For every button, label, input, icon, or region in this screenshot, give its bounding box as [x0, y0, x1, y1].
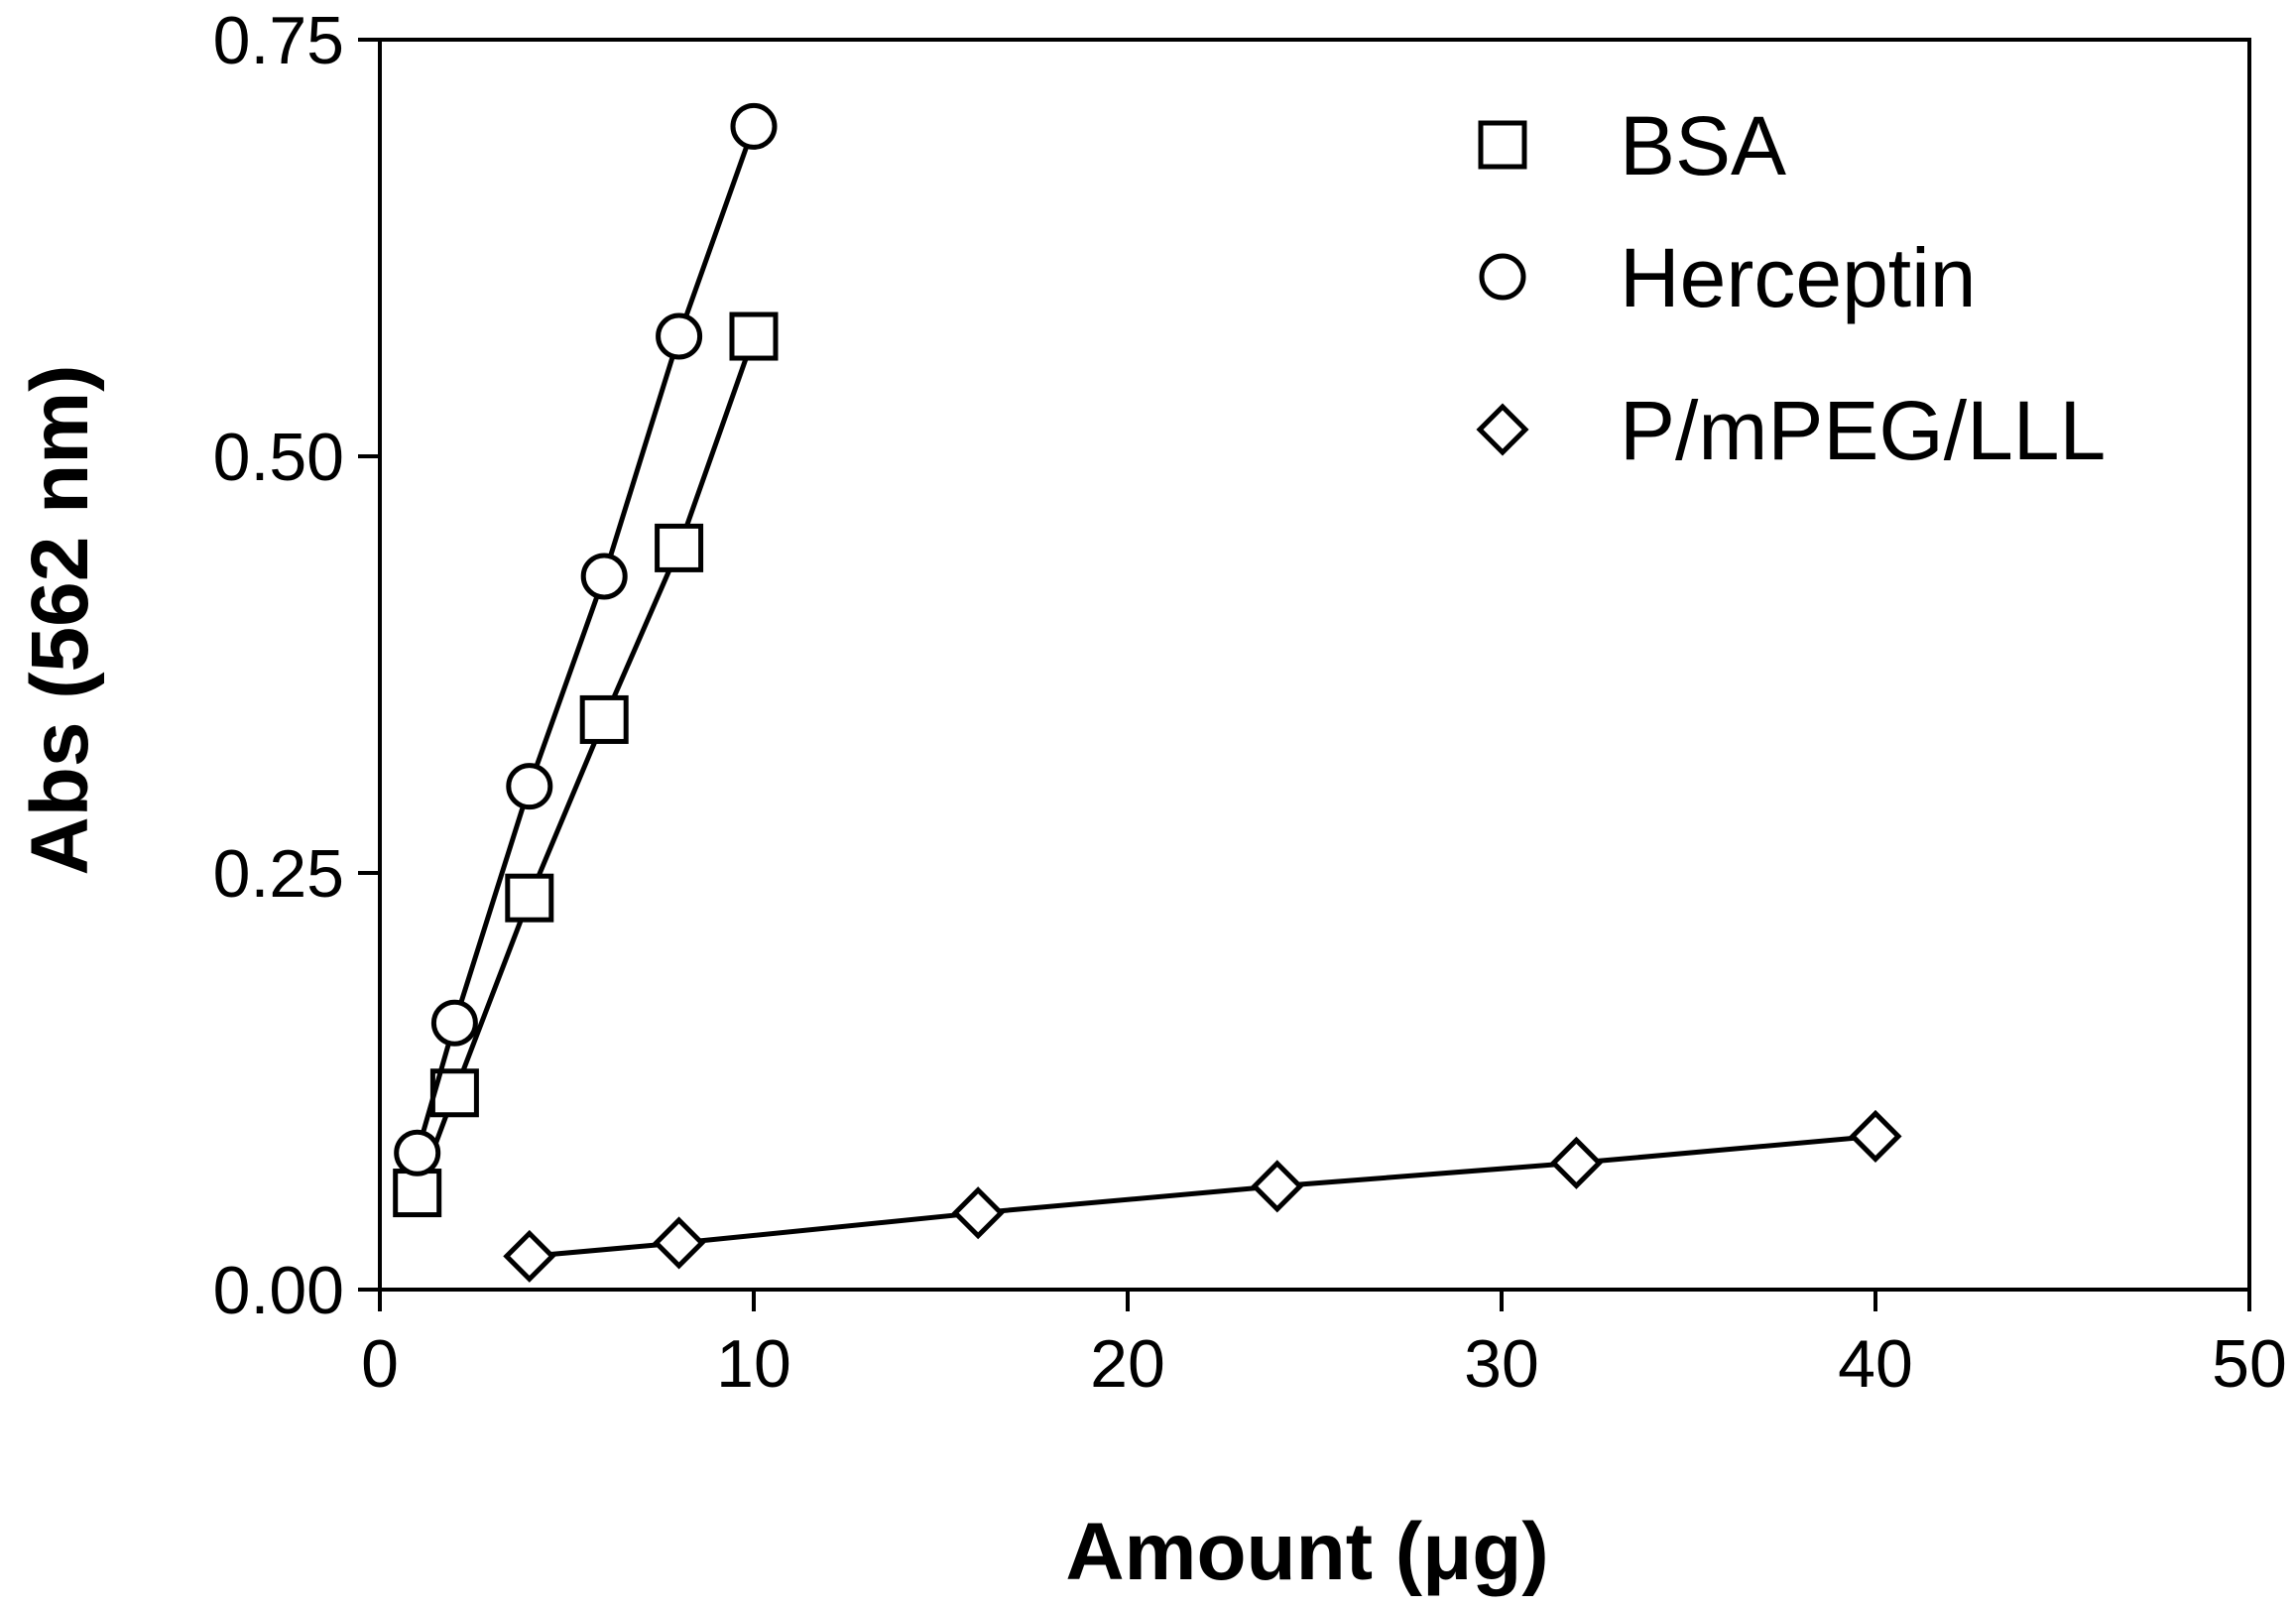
circle-point — [506, 763, 553, 810]
series-herceptin — [394, 102, 778, 1176]
square-point — [655, 523, 704, 572]
x-tick-label: 50 — [2212, 1326, 2287, 1402]
legend-label: P/mPEG/LLL — [1620, 384, 2106, 477]
x-tick-label: 20 — [1090, 1326, 1165, 1402]
axis-ticks: 0 10 20 30 40 50 0.00 0.25 0.50 0.75 — [213, 3, 2287, 1402]
legend-circle-marker — [1479, 253, 1526, 301]
series-line — [415, 125, 757, 1154]
x-tick-label: 30 — [1464, 1326, 1539, 1402]
circle-point — [580, 553, 628, 600]
circle-point — [730, 102, 778, 150]
series-p-mpeg-lll — [503, 1109, 1902, 1283]
diamond-point — [951, 1186, 1005, 1240]
diamond-point — [1549, 1136, 1603, 1189]
plot-border — [378, 38, 2251, 1292]
circle-point — [394, 1129, 441, 1176]
series-line — [415, 335, 757, 1194]
plot-frame — [378, 38, 2251, 1292]
legend-label: Herceptin — [1620, 231, 1977, 324]
square-point — [393, 1169, 442, 1218]
circle-point — [430, 999, 478, 1047]
x-tick-label: 0 — [361, 1326, 399, 1402]
x-axis-title: Amount (μg) — [1065, 1507, 1548, 1597]
x-tick-label: 40 — [1838, 1326, 1913, 1402]
legend-diamond-marker — [1476, 403, 1529, 456]
x-tick-label: 10 — [716, 1326, 791, 1402]
series-bsa — [393, 311, 779, 1218]
legend-label: BSA — [1620, 99, 1786, 192]
series-line — [529, 1133, 1876, 1259]
y-tick-label: 0.75 — [213, 3, 344, 78]
series-group — [393, 102, 1902, 1283]
legend: BSA Herceptin P/mPEG/LLL — [1476, 99, 2106, 477]
square-point — [579, 694, 629, 744]
diamond-point — [1849, 1109, 1902, 1163]
square-point — [505, 873, 554, 923]
y-axis-title: Abs (562 nm) — [15, 365, 105, 876]
square-point — [729, 311, 779, 361]
diamond-point — [1251, 1160, 1304, 1213]
y-tick-label: 0.25 — [213, 836, 344, 912]
y-tick-label: 0.00 — [213, 1253, 344, 1328]
y-tick-label: 0.50 — [213, 420, 344, 495]
legend-square-marker — [1478, 120, 1527, 170]
circle-point — [656, 312, 703, 360]
diamond-point — [503, 1229, 556, 1283]
diamond-point — [653, 1216, 706, 1270]
